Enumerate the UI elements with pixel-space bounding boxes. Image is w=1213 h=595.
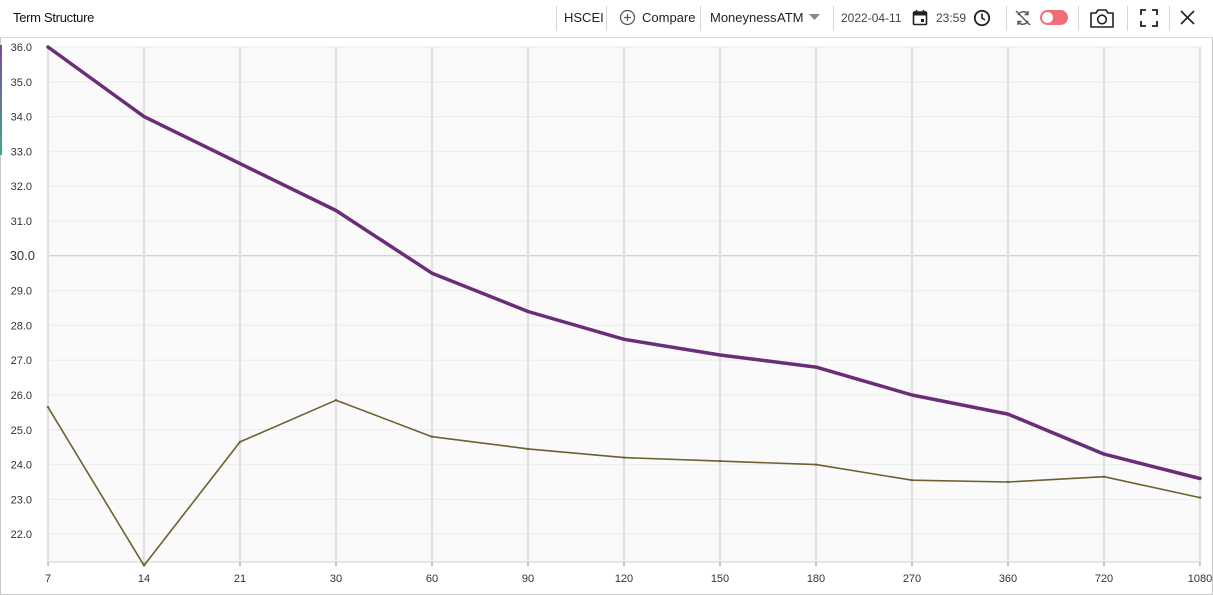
data-point: [142, 564, 146, 567]
sync-off-icon[interactable]: [1014, 9, 1032, 27]
widget-title: Term Structure: [13, 10, 95, 25]
toolbar-divider: [1169, 6, 1170, 31]
x-tick-label: 720: [1095, 573, 1113, 585]
data-point: [910, 479, 914, 482]
toolbar-divider: [606, 6, 607, 31]
data-point: [142, 115, 146, 118]
data-point: [1006, 412, 1010, 416]
calendar-icon[interactable]: [912, 9, 928, 26]
toolbar-divider: [1078, 6, 1079, 31]
fullscreen-icon[interactable]: [1140, 9, 1158, 27]
data-point: [814, 463, 818, 466]
data-point: [1102, 475, 1106, 478]
data-point: [814, 365, 818, 369]
y-tick-label: 32.0: [11, 181, 32, 193]
data-point: [718, 353, 722, 357]
data-point: [526, 447, 530, 451]
toolbar-divider: [556, 6, 557, 31]
toggle-knob: [1042, 12, 1053, 23]
x-tick-label: 7: [45, 573, 51, 585]
time-field[interactable]: 23:59: [936, 11, 967, 25]
data-point: [238, 440, 242, 444]
y-tick-label: 36.0: [11, 42, 32, 54]
y-tick-label: 23.0: [11, 494, 32, 506]
camera-icon[interactable]: [1089, 7, 1115, 29]
toolbar-divider: [833, 6, 834, 31]
x-tick-label: 360: [999, 573, 1017, 585]
y-tick-label: 27.0: [11, 355, 32, 367]
x-tick-label: 60: [426, 573, 438, 585]
y-tick-label: 25.0: [11, 425, 32, 437]
term-structure-chart[interactable]: 22.0 23.0 24.0 25.0 26.0 27.0 28.0 29.0 30.0 31.0…: [0, 38, 1213, 595]
y-tick-label: 26.0: [11, 390, 32, 402]
close-icon[interactable]: [1180, 10, 1195, 25]
toggle-switch[interactable]: [1040, 10, 1068, 25]
symbol-selector[interactable]: HSCEI: [564, 10, 604, 25]
data-point: [46, 405, 50, 409]
data-point: [1198, 496, 1202, 499]
data-point: [1198, 477, 1202, 480]
data-point: [526, 310, 530, 313]
data-point: [238, 162, 242, 165]
data-point: [46, 45, 50, 49]
date-field[interactable]: 2022-04-11: [841, 11, 902, 25]
clock-icon[interactable]: [973, 9, 991, 27]
data-point: [622, 338, 626, 341]
x-tick-label: 270: [903, 573, 921, 585]
data-point: [910, 393, 914, 397]
moneyness-label: Moneyness: [710, 10, 777, 25]
x-tick-label: 14: [138, 573, 150, 585]
compare-label: Compare: [642, 10, 696, 25]
plus-circle-icon: [619, 9, 636, 26]
toolbar: Term Structure HSCEI Compare Moneyness A…: [0, 0, 1213, 38]
toolbar-divider: [1006, 6, 1007, 31]
caret-down-icon: [809, 14, 820, 20]
data-point: [718, 459, 722, 463]
series-accent-bar: [0, 45, 2, 155]
y-tick-label: 31.0: [11, 216, 32, 228]
data-point: [1006, 480, 1010, 484]
data-point: [1102, 452, 1106, 456]
y-tick-label: 35.0: [11, 77, 32, 89]
x-tick-label: 1080: [1188, 573, 1212, 585]
toolbar-divider: [700, 6, 701, 31]
moneyness-value: ATM: [777, 10, 804, 25]
y-tick-label: 30.0: [10, 248, 35, 263]
y-tick-label: 29.0: [11, 286, 32, 298]
x-tick-label: 150: [711, 573, 729, 585]
x-tick-label: 90: [522, 573, 534, 585]
x-tick-label: 180: [807, 573, 825, 585]
x-tick-label: 120: [615, 573, 633, 585]
x-tick-label: 30: [330, 573, 342, 585]
y-tick-label: 28.0: [11, 320, 32, 332]
data-point: [334, 209, 338, 212]
data-point: [622, 456, 626, 459]
y-tick-label: 34.0: [11, 112, 32, 124]
data-point: [430, 271, 434, 275]
data-point: [334, 398, 338, 402]
x-tick-label: 21: [234, 573, 246, 585]
y-tick-label: 33.0: [11, 146, 32, 158]
toolbar-divider: [1127, 6, 1128, 31]
y-tick-label: 24.0: [11, 460, 32, 472]
data-point: [430, 435, 434, 438]
y-tick-label: 22.0: [11, 529, 32, 541]
